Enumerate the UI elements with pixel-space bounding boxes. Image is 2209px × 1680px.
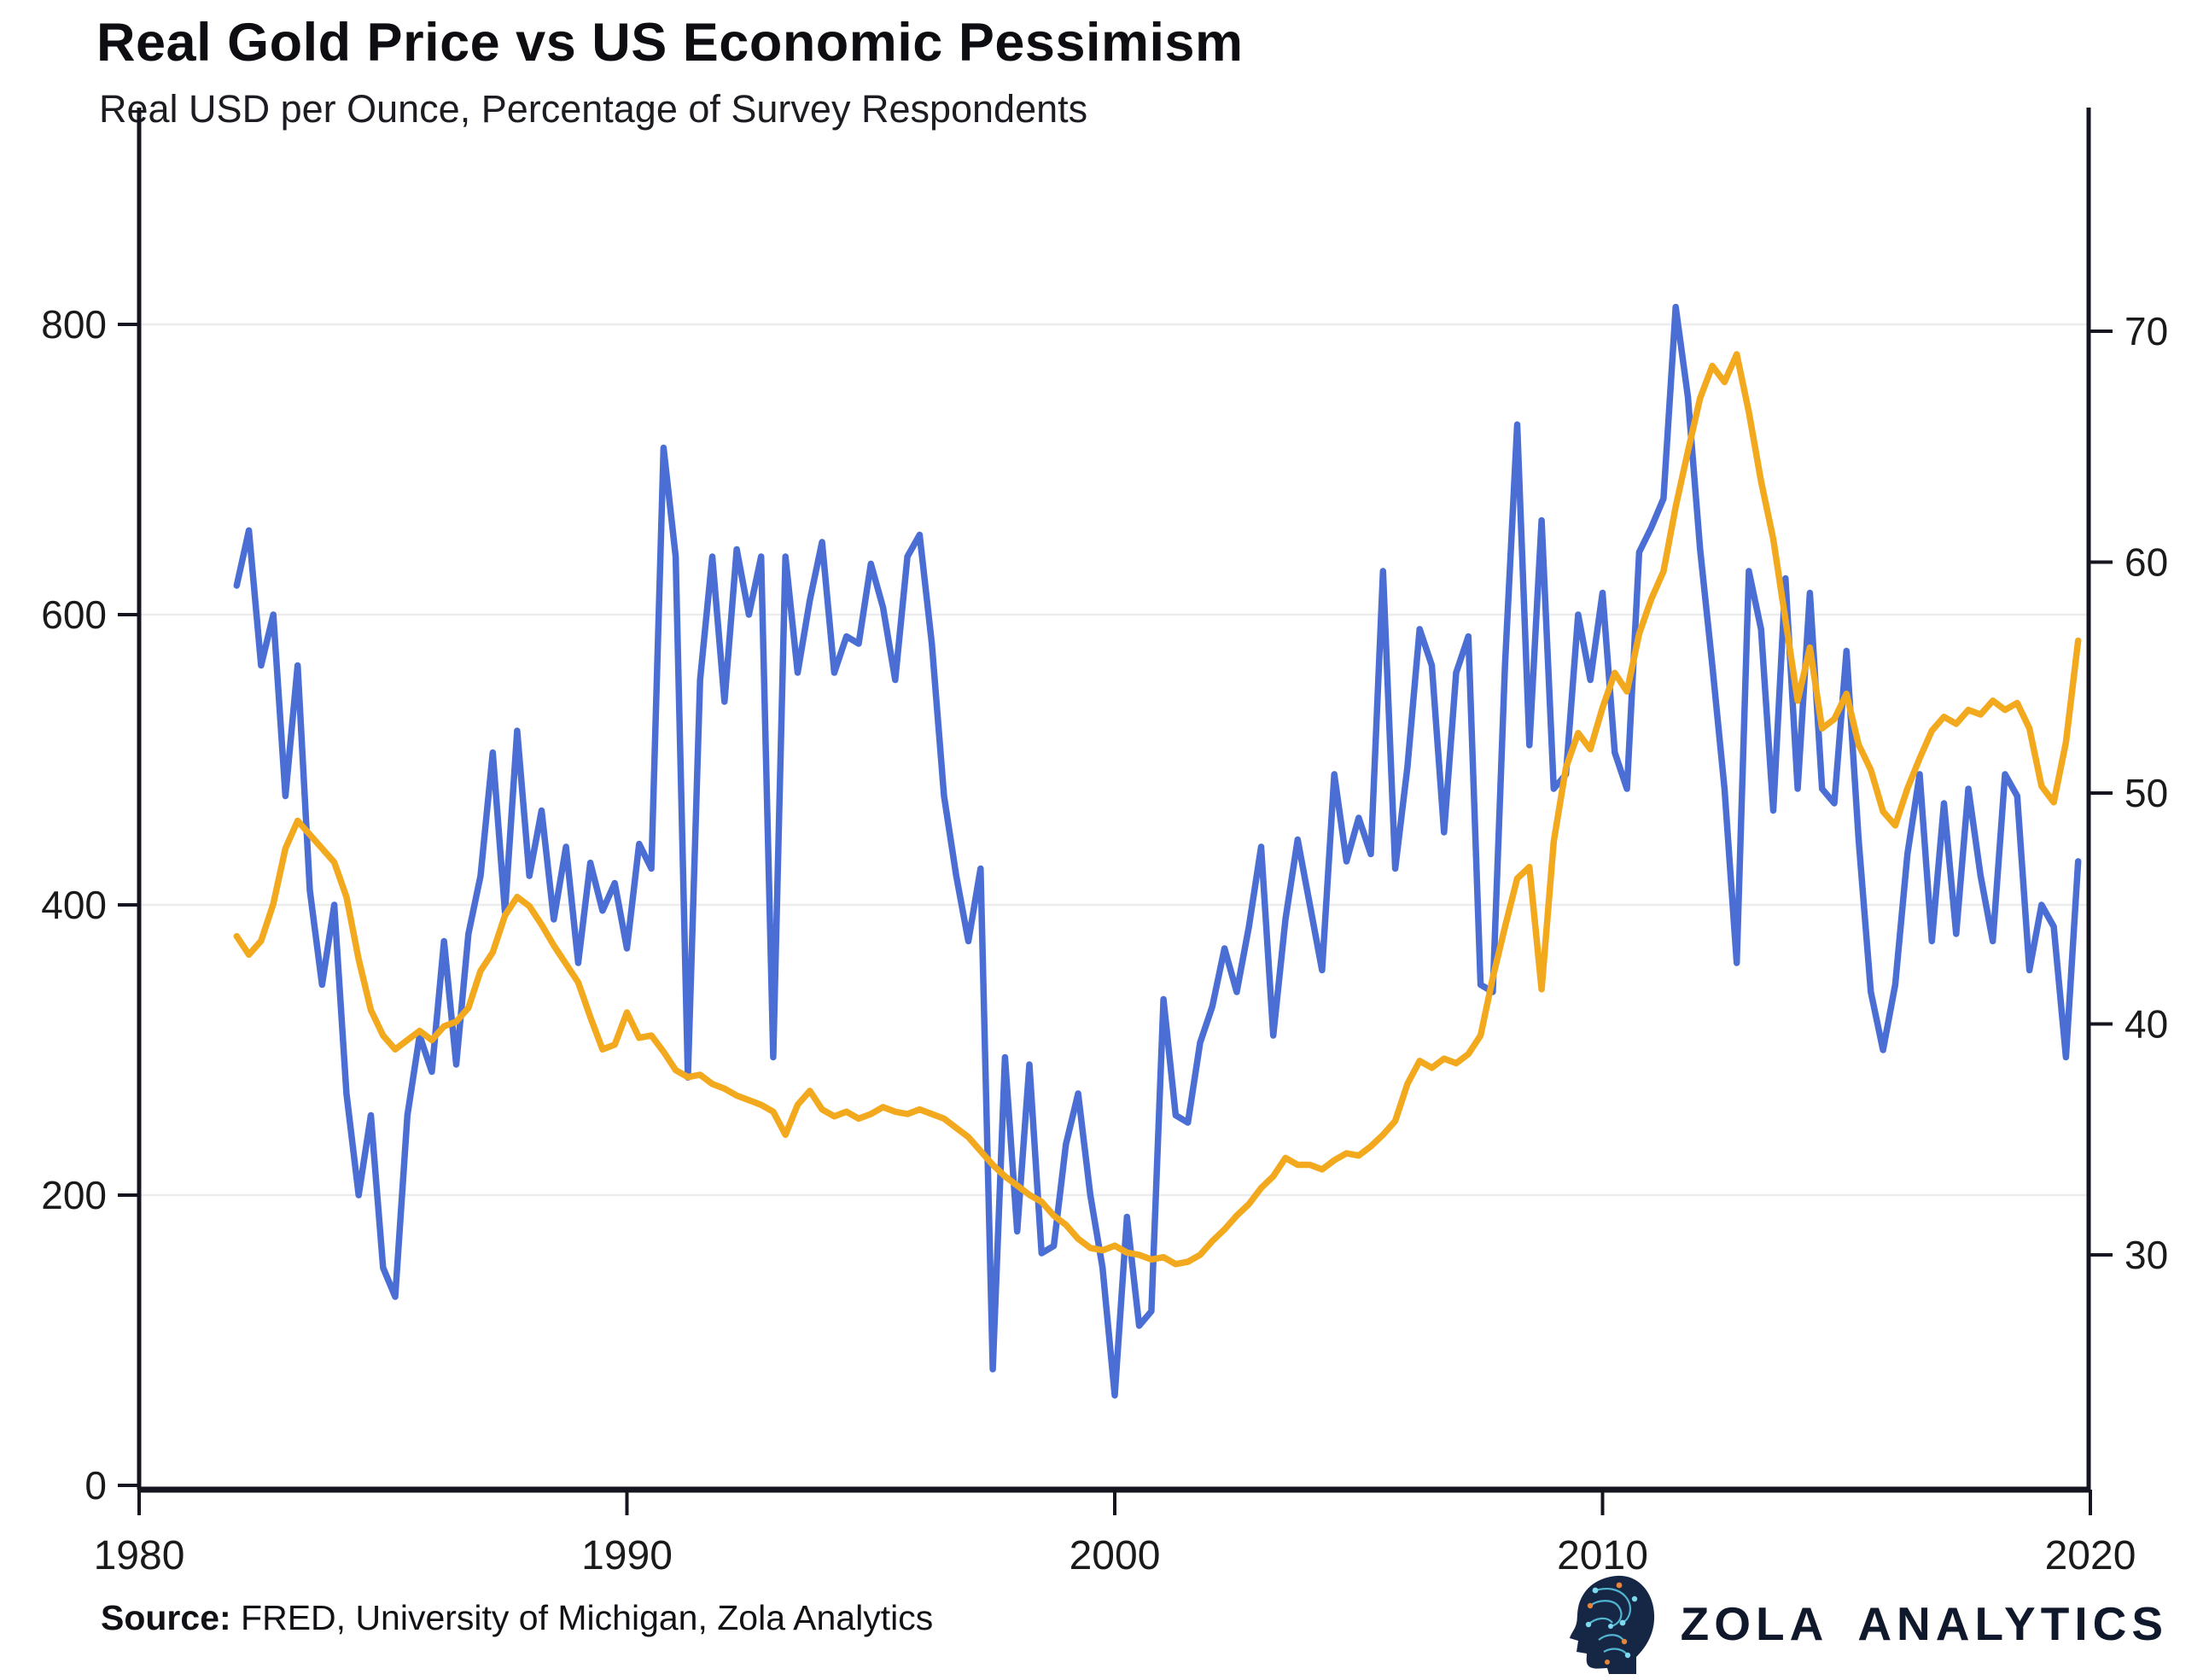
- y-right-tick-label-70: 70: [2124, 309, 2168, 353]
- y-left-tick-label-600: 600: [41, 592, 107, 637]
- pessimism-line: [233, 351, 2082, 1268]
- y-left-tick-label-0: 0: [85, 1463, 107, 1508]
- y-right-tick-label-60: 60: [2124, 540, 2168, 585]
- page-subtitle: Real USD per Ounce, Percentage of Survey…: [99, 87, 1088, 131]
- y-left-tick-label-800: 800: [41, 302, 107, 347]
- x-tick-label-2000: 2000: [1070, 1533, 1161, 1578]
- y-right-tick-label-30: 30: [2124, 1233, 2168, 1277]
- brand-word-zola: ZOLA: [1680, 1597, 1829, 1650]
- x-tick-label-1980: 1980: [94, 1533, 185, 1578]
- brand-lockup: ZOLA ANALYTICS: [1569, 1572, 2168, 1675]
- brain-circuit-logo-icon: [1569, 1575, 1654, 1674]
- y-right-tick-label-40: 40: [2124, 1002, 2168, 1047]
- source-label: Source:: [101, 1598, 231, 1637]
- gold-price-line: [233, 303, 2082, 1399]
- y-right-tick-label-50: 50: [2124, 771, 2168, 815]
- y-left-tick-label-400: 400: [41, 883, 107, 927]
- brand-name: ZOLA ANALYTICS: [1681, 1596, 2168, 1651]
- y-left-tick-label-200: 200: [41, 1173, 107, 1217]
- page-title: Real Gold Price vs US Economic Pessimism: [96, 13, 1244, 73]
- x-tick-label-2020: 2020: [2045, 1533, 2136, 1578]
- brand-word-analytics: ANALYTICS: [1857, 1597, 2168, 1650]
- source-text: FRED, University of Michigan, Zola Analy…: [230, 1598, 934, 1637]
- x-tick-label-1990: 1990: [581, 1533, 673, 1578]
- x-tick-label-2010: 2010: [1557, 1533, 1648, 1578]
- source-note: Source: FRED, University of Michigan, Zo…: [101, 1598, 933, 1638]
